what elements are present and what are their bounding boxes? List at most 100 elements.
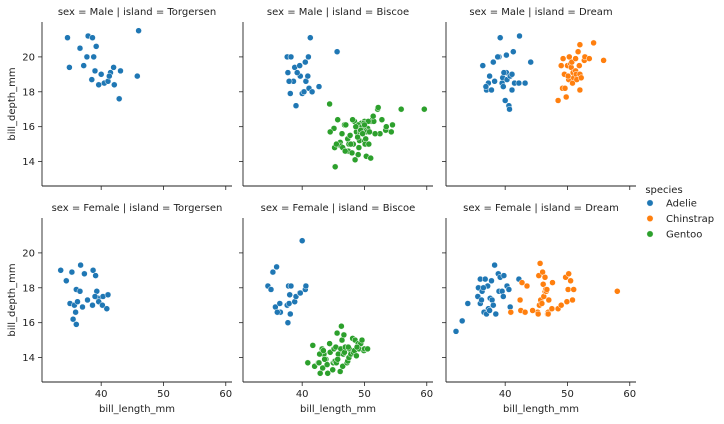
data-point <box>355 144 363 151</box>
series-adelie <box>57 261 112 328</box>
data-point <box>84 296 91 304</box>
y-tick-label: 18 <box>22 283 35 294</box>
y-axis-label: bill_depth_mm <box>7 263 18 336</box>
series-adelie <box>479 32 534 113</box>
data-point <box>562 93 570 101</box>
data-point <box>117 67 124 75</box>
data-point <box>320 347 327 354</box>
data-point <box>500 272 508 279</box>
data-point <box>341 147 349 155</box>
data-point <box>500 83 507 90</box>
data-point <box>89 34 96 41</box>
facet-panel: sex = Female | island = Dream 40 50 60 bill_… <box>442 203 636 415</box>
data-point <box>305 53 312 61</box>
data-point <box>500 293 507 300</box>
data-point <box>536 260 544 267</box>
data-point <box>69 315 77 323</box>
data-point <box>297 289 304 297</box>
data-point <box>91 67 99 75</box>
data-point <box>329 366 336 374</box>
data-point <box>570 286 577 293</box>
legend-marker <box>646 199 654 207</box>
data-point <box>287 90 294 97</box>
legend-marker <box>646 215 654 222</box>
data-point <box>293 69 301 76</box>
panel-title: sex = Female | island = Dream <box>463 203 619 214</box>
data-point <box>557 301 565 309</box>
data-point <box>66 64 73 71</box>
data-point <box>346 132 354 139</box>
x-tick-label: 60 <box>219 389 232 400</box>
data-point <box>574 48 582 55</box>
series-chinstrap <box>507 260 621 318</box>
y-axis-label: bill_depth_mm <box>7 67 18 140</box>
data-point <box>539 268 546 276</box>
series-adelie <box>64 27 142 103</box>
data-point <box>307 34 314 41</box>
data-point <box>285 300 293 307</box>
data-point <box>99 301 106 309</box>
data-point <box>567 277 574 285</box>
data-point <box>336 368 344 375</box>
data-point <box>274 308 281 316</box>
data-point <box>334 356 341 363</box>
data-point <box>284 69 292 76</box>
data-point <box>104 291 112 299</box>
data-point <box>491 78 498 85</box>
data-point <box>110 64 117 71</box>
data-point <box>316 370 324 377</box>
x-tick-label: 40 <box>296 389 309 400</box>
data-point <box>89 267 97 274</box>
data-point <box>91 293 99 300</box>
data-point <box>365 140 373 148</box>
data-point <box>273 263 280 271</box>
data-point <box>97 71 105 78</box>
data-point <box>319 364 326 372</box>
data-point <box>285 78 293 85</box>
facet-panel: sex = Female | island = Torgersen 14 16 18 2… <box>7 203 232 415</box>
data-point <box>488 86 495 94</box>
x-tick-label: 50 <box>157 389 170 400</box>
panel-title: sex = Female | island = Torgersen <box>52 203 223 214</box>
data-point <box>304 72 312 80</box>
panel-title: sex = Male | island = Dream <box>469 7 612 18</box>
x-axis-label: bill_length_mm <box>503 404 579 415</box>
x-tick-label: 40 <box>499 389 512 400</box>
data-point <box>516 296 524 304</box>
series-gentoo <box>326 100 428 171</box>
data-point <box>486 72 493 80</box>
data-point <box>557 62 565 69</box>
facet-panel: sex = Male | island = Biscoe <box>239 7 433 190</box>
data-point <box>523 282 531 290</box>
data-point <box>300 88 308 96</box>
data-point <box>92 272 99 279</box>
data-point <box>452 328 460 335</box>
data-point <box>369 112 377 120</box>
data-point <box>347 140 355 148</box>
data-point <box>64 34 71 41</box>
data-point <box>302 282 310 290</box>
data-point <box>287 53 295 61</box>
data-point <box>515 79 523 87</box>
data-point <box>496 34 504 41</box>
data-point <box>74 298 81 305</box>
data-point <box>479 62 487 69</box>
data-point <box>354 133 361 141</box>
data-point <box>315 83 323 90</box>
data-point <box>389 121 396 129</box>
data-point <box>518 279 526 286</box>
data-point <box>342 121 350 129</box>
data-point <box>324 370 331 377</box>
data-point <box>388 128 395 136</box>
data-point <box>564 72 572 80</box>
data-point <box>491 261 498 269</box>
data-point <box>326 100 333 108</box>
x-axis-label: bill_length_mm <box>99 404 175 415</box>
data-point <box>501 97 509 104</box>
data-point <box>321 356 328 363</box>
panel-title: sex = Male | island = Biscoe <box>267 7 409 18</box>
data-point <box>508 71 516 78</box>
x-tick-label: 40 <box>95 389 108 400</box>
data-point <box>490 58 497 66</box>
